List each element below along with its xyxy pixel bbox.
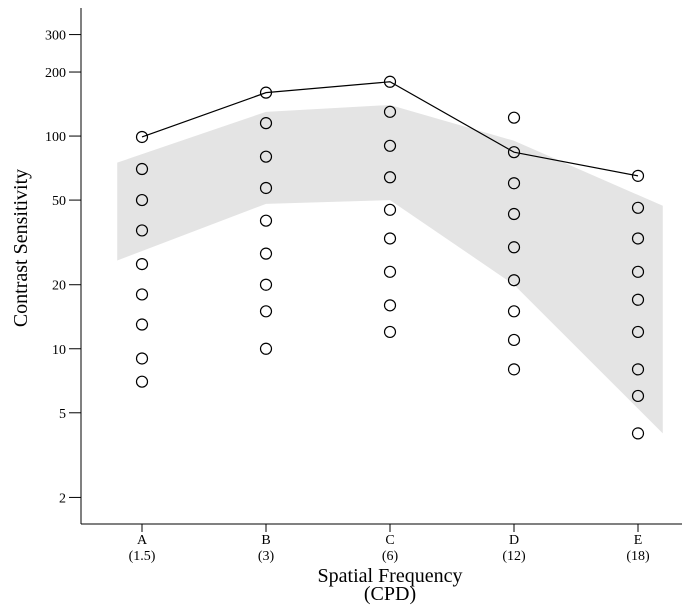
data-point [383,139,397,152]
data-point [383,299,397,312]
x-tick-letter: D [509,533,519,548]
y-tick-label: 5 [59,407,66,422]
y-tick-label: 100 [45,130,66,145]
x-tick-frequency: (12) [502,549,526,564]
data-point [259,305,273,318]
x-tick-letter: A [137,533,148,548]
y-tick-label: 20 [52,279,66,294]
data-point [507,146,521,159]
data-point [631,427,645,440]
data-point [135,193,149,207]
data-point [383,325,397,339]
data-point [507,363,521,376]
data-point [631,389,645,403]
data-points [135,75,645,440]
data-point [383,75,397,88]
data-point [135,130,149,144]
data-point [383,265,397,278]
x-tick-letter: B [261,533,270,548]
y-tick-label: 50 [52,194,66,209]
normal-range-band [117,104,663,434]
data-point [507,111,521,124]
plot-frame [80,8,682,525]
data-point [631,201,645,214]
x-tick-letter: E [634,533,643,548]
threshold-series-line [141,81,639,177]
data-point [631,325,645,339]
threshold-line [141,81,639,177]
data-point [383,203,397,216]
data-point [259,214,273,227]
y-tick-label: 2 [59,491,66,506]
y-tick-label: 300 [45,29,66,44]
data-point [507,333,521,347]
data-point [259,278,273,291]
data-point [259,181,273,195]
x-tick-frequency: (1.5) [129,549,156,564]
data-point [507,177,521,190]
data-point [631,265,645,278]
x-axis-ticks: A(1.5) B(3) C(6) D(12) E(18) [129,524,650,564]
data-point [383,171,397,184]
data-point [259,150,273,163]
data-point [135,375,149,388]
band-area [117,104,663,434]
data-point [507,207,521,221]
data-point [135,288,149,301]
data-point [631,169,645,182]
y-tick-label: 200 [45,66,66,81]
data-point [135,224,149,237]
x-axis-title: Spatial Frequency [318,565,463,587]
data-point [507,274,521,287]
y-axis-ticks: 2 5 10 20 50 100 200 300 [45,29,81,506]
x-tick-frequency: (6) [382,549,399,564]
data-point [507,305,521,318]
x-tick-frequency: (18) [626,549,650,564]
data-point [259,247,273,260]
data-point [135,352,149,365]
data-point [383,232,397,245]
y-axis-title: Contrast Sensitivity [10,169,32,327]
data-point [383,105,397,118]
data-point [259,342,273,355]
data-point [507,241,521,254]
x-tick-letter: C [385,533,394,548]
data-point [631,293,645,306]
data-point [259,86,273,99]
data-point [135,162,149,176]
y-tick-label: 10 [52,343,66,358]
data-point [631,232,645,245]
x-tick-frequency: (3) [258,549,275,564]
data-point [135,318,149,331]
data-point [631,363,645,376]
data-point [135,258,149,271]
x-axis-subtitle: (CPD) [364,583,416,605]
data-point [259,117,273,130]
